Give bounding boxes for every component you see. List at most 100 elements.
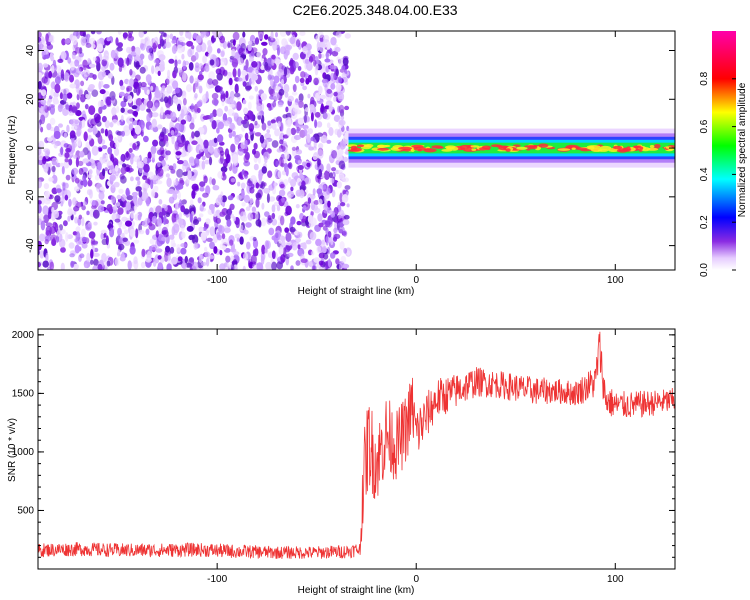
heatmap-cell xyxy=(147,171,155,180)
heatmap-cell xyxy=(284,92,289,98)
heatmap-cell xyxy=(312,155,318,161)
heatmap-cell xyxy=(76,87,84,96)
heatmap-cell xyxy=(77,124,83,130)
heatmap-cell xyxy=(286,127,292,137)
heatmap-cell xyxy=(261,166,267,174)
heatmap-cell xyxy=(38,80,42,90)
heatmap-cell xyxy=(302,85,307,91)
heatmap-cell xyxy=(307,197,312,204)
heatmap-cell xyxy=(108,134,114,142)
heatmap-cell xyxy=(295,189,302,197)
heatmap-cell xyxy=(101,252,107,263)
heatmap-cell xyxy=(54,195,61,203)
heatmap-cell xyxy=(243,170,248,177)
heatmap-cell xyxy=(164,204,168,212)
heatmap-cell xyxy=(135,176,140,181)
colorbar-tick-label: 0.0 xyxy=(699,263,710,277)
heatmap-cell xyxy=(293,134,301,141)
heatmap-cell xyxy=(302,215,307,222)
heatmap-cell xyxy=(146,100,154,109)
snr-y-ticks: 500 1000 1500 2000 xyxy=(12,330,675,558)
heatmap-cell xyxy=(279,131,284,141)
heatmap-cell xyxy=(122,32,128,39)
heatmap-cell xyxy=(277,170,282,179)
heatmap-cell xyxy=(71,142,76,152)
heatmap-cell xyxy=(93,211,98,218)
heatmap-cell xyxy=(267,170,273,178)
heatmap-cell xyxy=(275,232,279,239)
heatmap-cell xyxy=(243,114,250,121)
heatmap-cell xyxy=(209,113,214,118)
heatmap-cell xyxy=(169,246,175,254)
heatmap-cell xyxy=(141,182,149,193)
heatmap-cell xyxy=(71,125,78,131)
heatmap-cell xyxy=(285,31,291,36)
heatmap-cell xyxy=(341,194,349,203)
heatmap-cell xyxy=(176,183,184,190)
heatmap-cell xyxy=(196,101,203,108)
heatmap-cell xyxy=(221,208,229,216)
heatmap-cell xyxy=(97,134,103,145)
heatmap-cell xyxy=(219,153,224,164)
heatmap-cell xyxy=(119,160,124,165)
heatmap-cell xyxy=(40,105,44,114)
heatmap-cell xyxy=(230,213,234,219)
heatmap-cell xyxy=(318,168,323,178)
heatmap-cell xyxy=(327,231,332,238)
heatmap-cell xyxy=(88,173,93,179)
heatmap-cell xyxy=(297,66,302,71)
heatmap-cell xyxy=(191,140,198,145)
heatmap-cell xyxy=(173,223,180,234)
heatmap-cell xyxy=(287,252,294,258)
heatmap-cell xyxy=(219,263,226,270)
heatmap-cell xyxy=(324,58,331,63)
heatmap-cell xyxy=(328,104,333,113)
heatmap-cell xyxy=(220,50,225,58)
heatmap-cell xyxy=(271,204,276,213)
heatmap-cell xyxy=(258,89,264,95)
heatmap-cell xyxy=(191,131,195,139)
heatmap-cell xyxy=(120,100,127,108)
heatmap-cell xyxy=(165,245,171,253)
heatmap-cell xyxy=(90,31,96,35)
heatmap-cell xyxy=(285,166,289,177)
heatmap-cell xyxy=(134,46,141,57)
heatmap-cell xyxy=(269,78,274,87)
heatmap-cell xyxy=(151,152,156,161)
heatmap-cell xyxy=(258,31,264,40)
heatmap-cell xyxy=(124,93,131,100)
heatmap-cell xyxy=(335,68,339,77)
heatmap-cell xyxy=(287,193,292,199)
heatmap-cell xyxy=(217,121,224,130)
heatmap-cell xyxy=(51,165,56,173)
heatmap-cell xyxy=(44,150,50,160)
heatmap-hotspot xyxy=(588,145,595,150)
heatmap-cell xyxy=(196,44,203,53)
heatmap-cell xyxy=(126,85,133,92)
heatmap-cell xyxy=(128,123,134,131)
heatmap-cell xyxy=(299,77,305,84)
heatmap-cell xyxy=(282,114,288,119)
heatmap-cell xyxy=(87,58,91,63)
heatmap-cell xyxy=(244,132,249,141)
heatmap-cell xyxy=(338,119,346,126)
heatmap-cell xyxy=(131,220,135,227)
heatmap-cell xyxy=(295,204,300,209)
heatmap-cell xyxy=(234,83,239,94)
heatmap-cell xyxy=(209,146,214,155)
heatmap-cell xyxy=(274,128,280,137)
heatmap-cell xyxy=(157,262,163,270)
heatmap-cell xyxy=(319,41,326,48)
heatmap-cell xyxy=(100,80,104,88)
heatmap-cell xyxy=(219,249,223,256)
heatmap-cell xyxy=(142,157,148,164)
heatmap-cell xyxy=(132,78,139,89)
heatmap-cell xyxy=(333,91,338,97)
heatmap-cell xyxy=(322,184,327,190)
snr-y-axis-label: SNR (10 * v/v) xyxy=(7,418,18,482)
heatmap-cell xyxy=(199,203,204,212)
heatmap-cell xyxy=(285,232,292,243)
heatmap-cell xyxy=(279,183,285,189)
heatmap-cell xyxy=(80,94,86,103)
heatmap-cell xyxy=(186,84,192,93)
